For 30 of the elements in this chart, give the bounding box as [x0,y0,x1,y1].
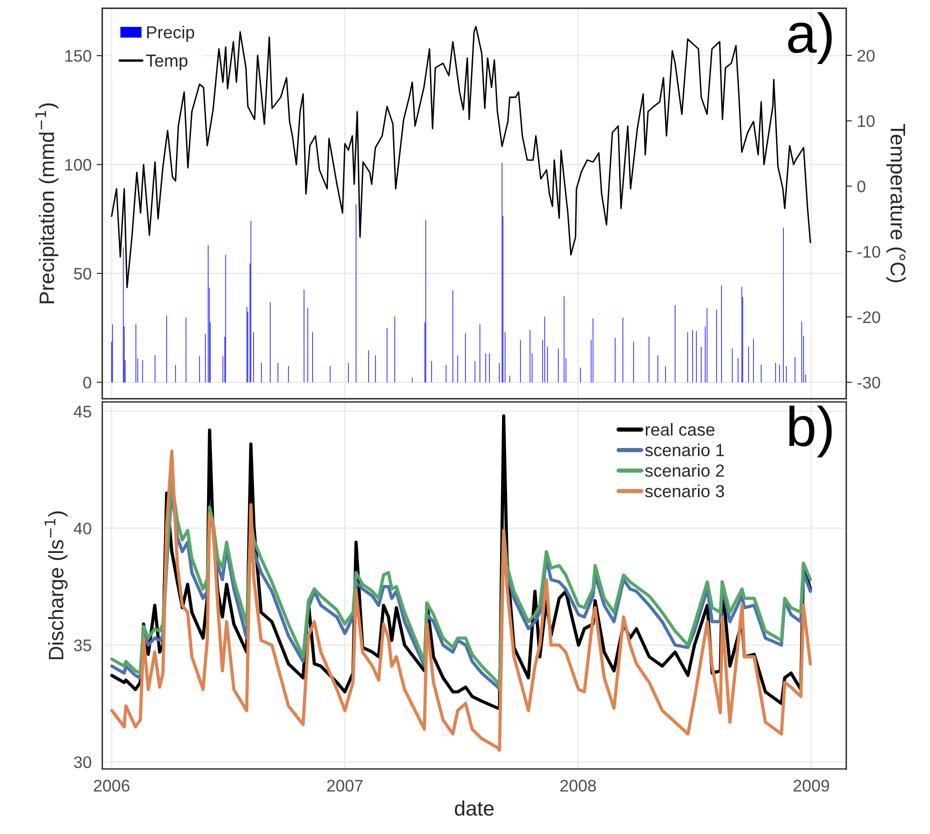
y-tick-label: 40 [74,522,92,534]
y2-tick-label: 20 [858,50,875,62]
legend-label: scenario 2 [645,464,724,477]
y2-tick-label: 0 [857,180,866,192]
y2-tick-label: -30 [857,376,880,389]
legend-label: Temp [146,54,188,70]
annotation: a) [788,12,832,64]
y-tick-label: 35 [74,639,92,652]
y2-axis-title: Temperature (°C) [886,124,906,282]
y2-tick-label: -10 [857,246,880,258]
x-tick-label: 2009 [794,780,830,792]
legend-label: scenario 3 [645,484,724,498]
x-axis-title: date [454,800,494,816]
y-tick-label: 100 [65,158,92,171]
y-tick-label: 150 [65,50,92,62]
legend-label: Precip [147,26,194,42]
x-tick-label: 2007 [327,780,363,792]
y2-tick-label: 10 [858,115,875,127]
x-tick-label: 2006 [94,780,130,792]
y2-tick-label: -20 [857,311,880,324]
y-axis-title: Discharge (ls$^{−1}$) [44,511,68,660]
y-tick-label: 50 [74,268,92,280]
x-tick-label: 2008 [560,780,596,792]
y-tick-label: 0 [83,376,92,389]
y-axis-title: Precipitation (mmd$^{−1}$) [35,103,58,304]
legend-label: real case [646,423,714,436]
y-tick-label: 30 [74,756,92,768]
annotation: b) [789,406,832,458]
y-tick-label: 45 [74,406,92,418]
legend-label: scenario 1 [645,444,724,456]
